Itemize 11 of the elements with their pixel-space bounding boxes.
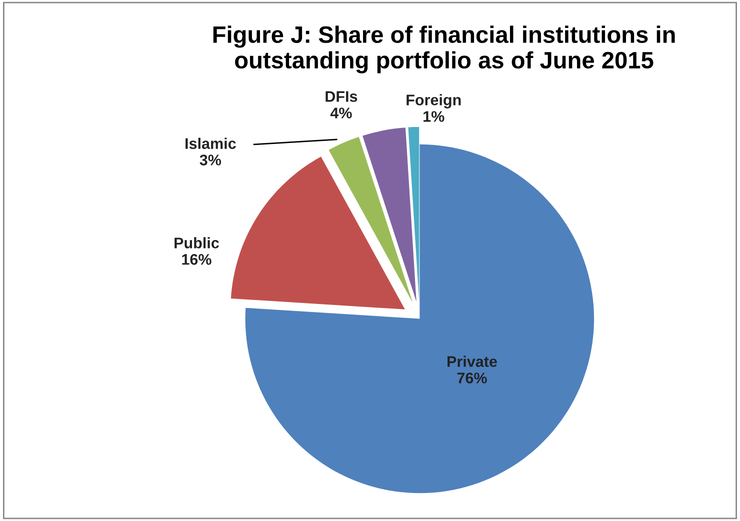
data-label: 76%: [457, 372, 487, 384]
slice-label: Public: [174, 237, 219, 248]
slice-label: Private: [448, 356, 497, 367]
data-label: 4%: [330, 108, 352, 118]
data-label: 16%: [182, 254, 212, 265]
data-label: 3%: [200, 154, 222, 166]
slice-label: Foreign: [406, 94, 461, 108]
data-label: 1%: [424, 111, 444, 122]
slice-label: Islamic: [186, 138, 236, 149]
slice-label: DFIs: [326, 91, 358, 102]
chart-title: Figure J: Share of financial institutions in outstanding portfolio as of June 2015: [213, 26, 675, 74]
